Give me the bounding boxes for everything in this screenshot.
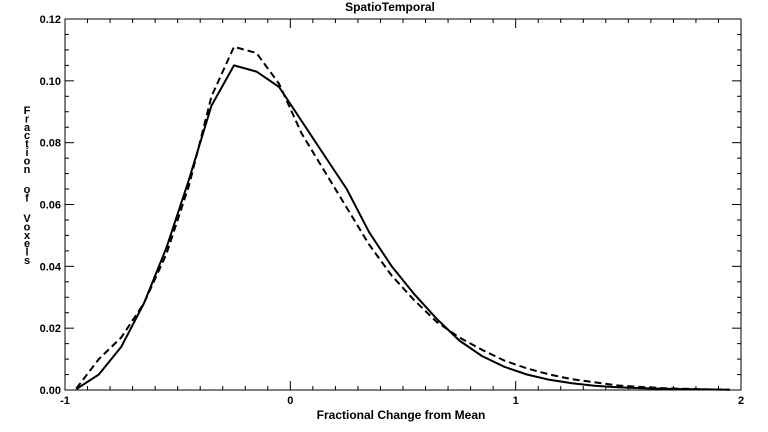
series-line-dashed (75, 45, 730, 391)
y-axis-title-char: V (23, 213, 31, 225)
y-tick-label: 0.02 (40, 323, 61, 335)
y-axis-title-char: x (24, 230, 31, 242)
y-tick-label: 0.12 (40, 14, 61, 26)
y-ticks (65, 18, 741, 391)
y-axis-title-char: F (24, 105, 31, 117)
y-axis-title-char: i (25, 147, 28, 159)
x-tick-label: 1 (513, 395, 519, 407)
x-tick-label: -1 (60, 395, 70, 407)
y-axis-title-char: e (24, 238, 30, 250)
y-axis-title-char: r (25, 113, 30, 125)
x-tick-label: 0 (287, 395, 293, 407)
y-tick-label: 0.10 (40, 76, 61, 88)
y-axis-title-char: o (24, 184, 31, 196)
plot-frame (64, 18, 742, 391)
series-line-solid (75, 64, 730, 391)
x-tick-labels: -1 0 1 2 (60, 395, 744, 407)
y-axis-title-char: f (25, 193, 29, 205)
y-axis-title-char: a (24, 122, 31, 134)
y-tick-label: 0.06 (40, 200, 61, 212)
series-group (75, 45, 730, 391)
y-tick-label: 0.00 (40, 385, 61, 397)
chart-title: SpatioTemporal (345, 0, 435, 14)
x-axis-title: Fractional Change from Mean (317, 408, 486, 422)
y-axis-title-char: c (24, 130, 30, 142)
y-axis-title-char: n (24, 164, 31, 176)
y-axis-title-char: l (25, 247, 28, 259)
y-axis-title-char: t (25, 139, 29, 151)
y-axis-title-char: o (24, 155, 31, 167)
y-tick-label: 0.08 (40, 138, 61, 150)
x-tick-label: 2 (738, 395, 744, 407)
y-tick-labels: 0.00 0.02 0.04 0.06 0.08 0.10 0.12 (40, 14, 62, 397)
y-axis-title-char: o (24, 221, 31, 233)
y-axis-title-char: s (24, 255, 30, 267)
y-tick-label: 0.04 (40, 261, 62, 273)
x-ticks (64, 19, 742, 390)
